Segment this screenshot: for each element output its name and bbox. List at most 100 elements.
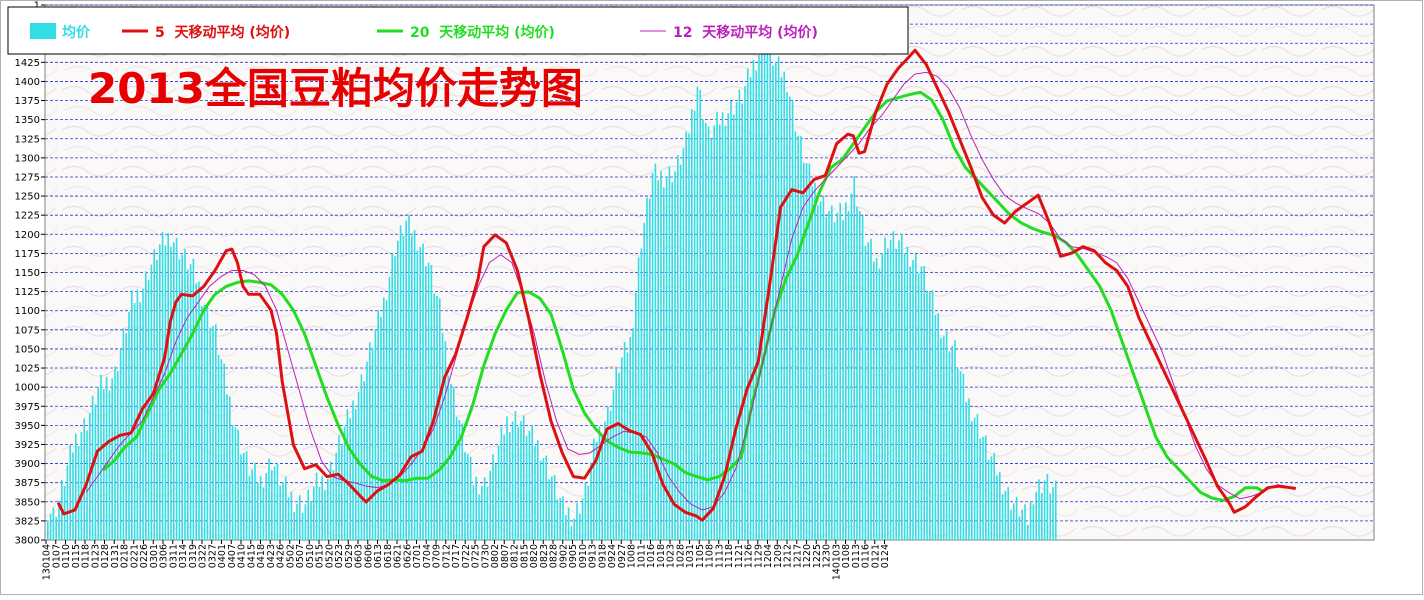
price-bar — [486, 487, 489, 540]
price-bar — [917, 273, 920, 540]
price-bar — [520, 421, 522, 540]
price-bar — [383, 297, 385, 540]
y-tick-label: 1075 — [15, 325, 40, 336]
price-bar — [103, 388, 105, 540]
price-bar — [371, 348, 374, 540]
x-tick-label: 1031 — [685, 544, 696, 568]
price-bar — [990, 456, 993, 540]
x-tick-label: 1023 — [666, 544, 677, 568]
price-bar — [789, 96, 791, 541]
price-bar — [226, 394, 228, 540]
price-bar — [509, 432, 511, 540]
price-bar — [467, 454, 469, 540]
price-bar — [472, 485, 475, 540]
price-bar — [1004, 490, 1007, 540]
price-bar — [643, 222, 645, 541]
price-bar — [1041, 493, 1043, 540]
price-bar — [859, 211, 861, 540]
x-tick-label: 0722 — [461, 544, 472, 568]
price-bar — [542, 458, 545, 540]
x-tick-label: 0314 — [178, 544, 189, 568]
x-tick-label: 0701 — [412, 544, 423, 568]
x-tick-label: 0410 — [237, 544, 248, 568]
x-tick-label: 0520 — [324, 544, 335, 568]
price-bar — [623, 341, 626, 540]
x-tick-label: 0301 — [149, 544, 160, 568]
price-bar — [1013, 503, 1015, 540]
price-bar — [752, 59, 755, 540]
price-bar — [201, 306, 203, 540]
price-bar — [705, 122, 707, 541]
price-bar — [895, 248, 897, 541]
price-bar — [713, 125, 715, 541]
price-bar — [721, 112, 724, 540]
price-bar — [492, 454, 494, 540]
price-bar — [864, 245, 867, 540]
price-bar — [819, 201, 822, 540]
price-bar — [565, 515, 567, 540]
price-bar — [1007, 487, 1009, 540]
price-bar — [733, 114, 735, 540]
price-bar — [646, 197, 648, 540]
price-bar — [607, 406, 609, 540]
y-tick-label: 1050 — [15, 344, 40, 355]
x-tick-label: 0322 — [198, 544, 209, 568]
price-bar — [626, 352, 629, 540]
price-bar — [881, 253, 883, 540]
price-bar — [1010, 509, 1012, 540]
y-tick-label: 1300 — [15, 153, 40, 164]
price-bar — [444, 341, 447, 540]
price-bar — [1027, 524, 1029, 540]
price-bar — [206, 303, 209, 540]
price-bar — [402, 236, 405, 540]
y-tick-label: 1000 — [15, 383, 40, 394]
x-axis: 1301040107011001150118012301280131021802… — [42, 540, 891, 580]
price-bar — [556, 499, 559, 540]
price-bar — [243, 452, 245, 540]
price-bar — [976, 413, 979, 540]
price-bar — [906, 246, 909, 540]
price-bar — [663, 187, 665, 540]
price-bar — [464, 452, 466, 540]
price-bar — [979, 438, 981, 540]
price-bar — [679, 164, 682, 541]
x-tick-label: 0927 — [617, 544, 628, 568]
price-bar — [817, 205, 819, 540]
price-bar — [273, 466, 276, 540]
price-bar — [920, 266, 923, 540]
x-tick-label: 0828 — [549, 544, 560, 568]
price-bar — [803, 162, 805, 540]
price-bar — [758, 54, 760, 540]
y-tick-label: 1325 — [15, 134, 40, 145]
price-bar — [167, 233, 169, 540]
price-bar — [128, 311, 130, 540]
price-bar — [601, 436, 603, 540]
price-bar — [195, 283, 197, 540]
price-bar — [915, 253, 917, 540]
price-bar — [47, 520, 49, 540]
price-bar — [685, 131, 687, 540]
x-tick-label: 0115 — [71, 544, 82, 568]
x-tick-label: 0401 — [217, 544, 228, 568]
price-bar — [755, 70, 757, 540]
x-tick-label: 1016 — [646, 544, 657, 568]
price-bar — [217, 354, 220, 540]
price-bar — [139, 302, 141, 540]
price-bar — [178, 259, 181, 540]
x-tick-label: 0415 — [246, 544, 257, 568]
x-tick-label: 0107 — [51, 544, 62, 568]
price-bar — [618, 372, 620, 540]
price-bar — [825, 216, 827, 540]
price-bar — [307, 489, 309, 540]
price-bar — [495, 463, 497, 540]
price-bar — [159, 244, 161, 540]
price-bar — [1024, 504, 1026, 540]
price-bar — [808, 163, 811, 540]
price-bar — [887, 248, 889, 540]
price-bar — [537, 440, 539, 540]
price-bar — [181, 254, 183, 540]
price-bar — [579, 513, 581, 540]
price-bar — [223, 363, 225, 540]
price-bar — [873, 261, 875, 540]
price-bar — [237, 429, 239, 540]
